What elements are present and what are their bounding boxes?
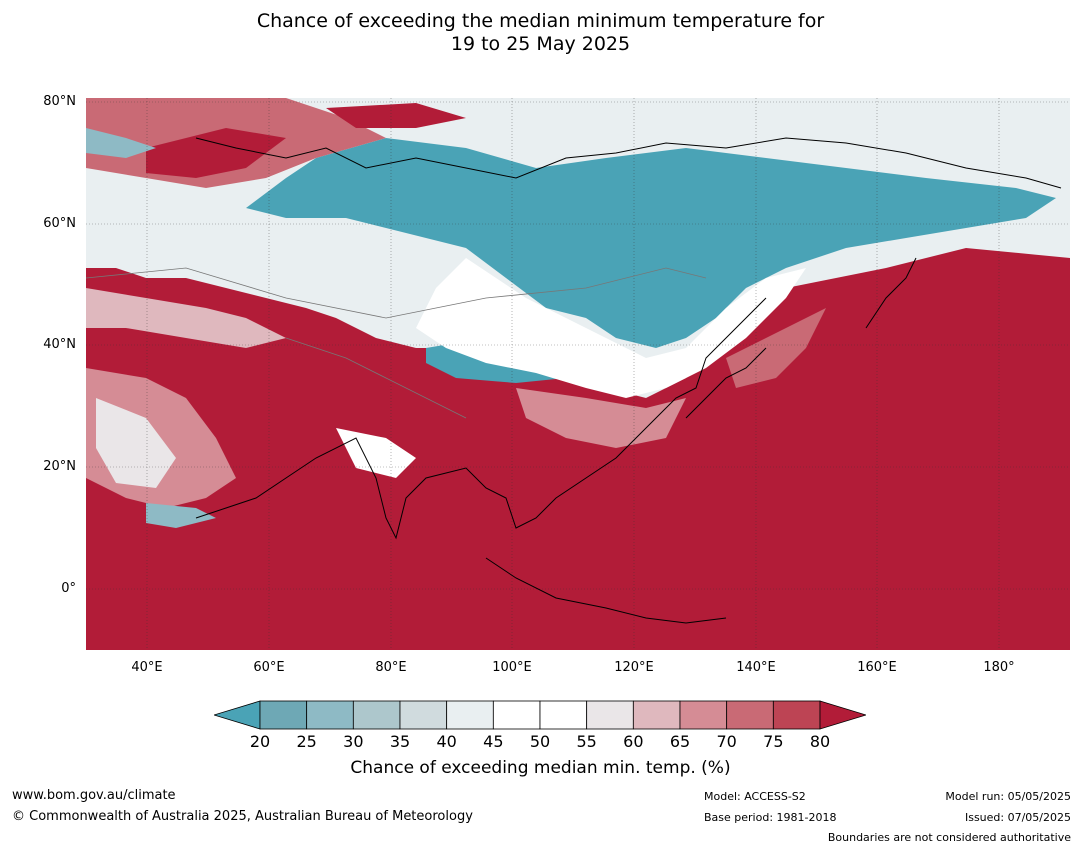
lon-label-140e: 140°E bbox=[736, 660, 776, 675]
lon-label-60e: 60°E bbox=[253, 660, 285, 675]
map-region-cool-siberia bbox=[246, 138, 1056, 348]
lon-label-80e: 80°E bbox=[375, 660, 407, 675]
colorbar-arrow-high bbox=[819, 700, 866, 730]
map-region-warm-china bbox=[516, 388, 686, 448]
forecast-map bbox=[86, 98, 1070, 650]
map-region-hot-scandinavia bbox=[146, 128, 286, 178]
colorbar-tick-label: 55 bbox=[576, 732, 597, 751]
footer-base-period: Base period: 1981-2018 bbox=[704, 811, 837, 824]
title-line-2: 19 to 25 May 2025 bbox=[450, 33, 631, 55]
colorbar-tick-label: 30 bbox=[343, 732, 364, 751]
colorbar-tick-label: 50 bbox=[529, 732, 551, 751]
map-borders bbox=[86, 267, 707, 419]
colorbar-swatch bbox=[446, 700, 494, 730]
colorbar-swatch bbox=[492, 700, 541, 730]
colorbar-tick-label: 80 bbox=[809, 732, 831, 751]
footer-model-run: Model run: 05/05/2025 bbox=[945, 790, 1071, 803]
colorbar-swatch bbox=[306, 700, 354, 730]
lat-label-40n: 40°N bbox=[43, 337, 76, 352]
colorbar-tick-label: 35 bbox=[389, 732, 411, 751]
footer-model: Model: ACCESS-S2 bbox=[704, 790, 806, 803]
colorbar-arrow-low bbox=[214, 700, 261, 730]
lat-label-0: 0° bbox=[61, 581, 76, 596]
lon-label-120e: 120°E bbox=[614, 660, 654, 675]
colorbar-swatch bbox=[399, 700, 448, 730]
colorbar-swatch bbox=[259, 700, 308, 730]
colorbar-tick-label: 25 bbox=[296, 732, 317, 751]
map-title: Chance of exceeding the median minimum t… bbox=[0, 10, 1081, 56]
lon-label-100e: 100°E bbox=[492, 660, 532, 675]
map-coastlines bbox=[195, 137, 1062, 624]
colorbar-title: Chance of exceeding median min. temp. (%… bbox=[350, 758, 731, 778]
colorbar-swatch bbox=[632, 700, 681, 730]
map-region-warm-japan bbox=[726, 308, 826, 388]
title-line-1: Chance of exceeding the median minimum t… bbox=[256, 10, 825, 32]
colorbar-swatch bbox=[772, 700, 821, 730]
colorbar-swatch bbox=[726, 700, 774, 730]
footer-issued: Issued: 07/05/2025 bbox=[964, 811, 1071, 824]
map-region-pink-europe bbox=[86, 288, 286, 348]
lat-label-20n: 20°N bbox=[43, 459, 76, 474]
map-region-cool-europe bbox=[86, 128, 156, 158]
colorbar-swatch bbox=[586, 700, 634, 730]
colorbar-tick-label: 60 bbox=[623, 732, 644, 751]
footer-website[interactable]: www.bom.gov.au/climate bbox=[12, 788, 176, 803]
map-region-neutral-arabia bbox=[96, 398, 176, 488]
lon-label-40e: 40°E bbox=[131, 660, 163, 675]
lat-label-80n: 80°N bbox=[43, 94, 76, 109]
map-region-white-tibet bbox=[336, 428, 416, 478]
colorbar-tick-label: 20 bbox=[249, 732, 271, 751]
lon-label-180: 180° bbox=[983, 660, 1015, 675]
footer-disclaimer: Boundaries are not considered authoritat… bbox=[827, 831, 1071, 844]
lat-label-60n: 60°N bbox=[43, 216, 76, 231]
map-region-hot-arctic bbox=[326, 103, 466, 128]
map-region-white-central bbox=[416, 258, 806, 398]
colorbar-tick-label: 70 bbox=[716, 732, 737, 751]
colorbar-swatch bbox=[539, 700, 588, 730]
colorbar-tick-label: 75 bbox=[763, 732, 784, 751]
colorbar bbox=[214, 700, 866, 730]
lon-label-160e: 160°E bbox=[857, 660, 897, 675]
map-graticule bbox=[86, 98, 1070, 650]
footer-copyright: © Commonwealth of Australia 2025, Austra… bbox=[12, 809, 473, 824]
colorbar-swatch bbox=[352, 700, 401, 730]
map-region-cool-arabia bbox=[146, 503, 216, 528]
colorbar-tick-label: 45 bbox=[483, 732, 504, 751]
colorbar-tick-label: 40 bbox=[436, 732, 457, 751]
colorbar-tick-label: 65 bbox=[669, 732, 691, 751]
colorbar-swatch bbox=[679, 700, 728, 730]
